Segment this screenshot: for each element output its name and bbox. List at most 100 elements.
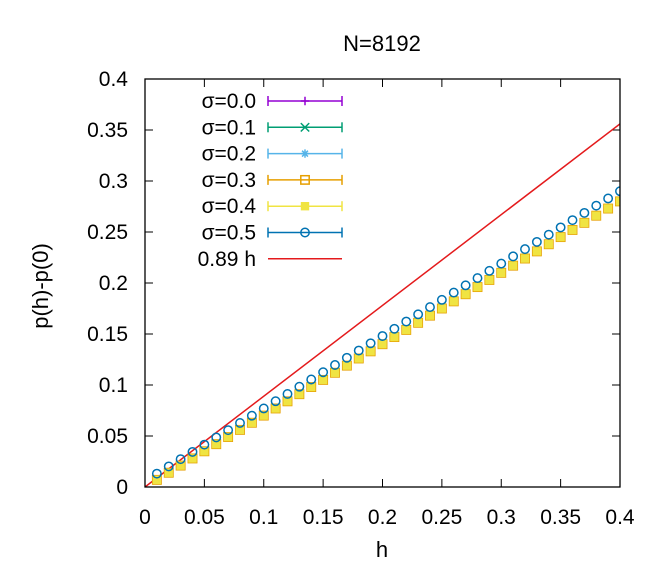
data-point — [413, 318, 423, 327]
legend-label: σ=0.2 — [202, 143, 256, 166]
y-tick-label: 0.3 — [99, 170, 128, 193]
data-point — [579, 207, 590, 218]
fit-line — [145, 123, 620, 487]
data-point — [555, 222, 566, 233]
data-point — [354, 354, 363, 363]
data-point — [389, 323, 400, 334]
legend: σ=0.0 σ=0.1 σ=0.2 σ=0.3 σ=0.4 σ=0.5 0.89 h — [198, 90, 343, 271]
data-point — [401, 316, 412, 327]
data-point — [580, 218, 589, 228]
legend-marker — [300, 149, 310, 158]
x-tick-label: 0.4 — [605, 506, 635, 529]
data-point — [259, 411, 268, 420]
data-point — [223, 425, 234, 436]
data-point — [497, 268, 506, 277]
y-tick-label: 0.15 — [87, 323, 128, 346]
data-point — [271, 404, 280, 413]
data-point — [520, 254, 530, 263]
data-point — [270, 396, 281, 407]
data-point — [330, 368, 340, 377]
data-point — [508, 261, 518, 270]
x-axis-label: h — [376, 537, 388, 562]
data-point — [151, 468, 162, 479]
data-point — [556, 232, 565, 242]
data-point — [258, 403, 269, 414]
data-point — [603, 193, 614, 204]
series-4 — [152, 197, 620, 485]
data-point — [223, 432, 233, 442]
data-point — [235, 417, 245, 428]
fit-line-group — [145, 123, 620, 487]
data-point — [568, 225, 577, 235]
data-point — [366, 347, 375, 356]
legend-label: σ=0.0 — [202, 90, 256, 113]
x-tick-label: 0.15 — [303, 506, 344, 529]
data-point — [472, 273, 483, 284]
data-point — [390, 332, 399, 342]
legend-marker — [300, 202, 310, 211]
y-tick-label: 0.4 — [99, 68, 129, 91]
data-point — [592, 211, 601, 220]
data-point — [211, 432, 222, 443]
data-point — [377, 331, 388, 341]
x-tick-label: 0 — [139, 506, 151, 529]
y-tick-label: 0.35 — [87, 119, 128, 142]
x-tick-label: 0.3 — [487, 506, 516, 529]
data-point — [247, 418, 257, 427]
data-point — [212, 439, 221, 449]
data-point — [188, 454, 197, 463]
data-point — [591, 200, 602, 211]
data-point — [176, 461, 185, 470]
data-point — [246, 410, 257, 421]
y-axis-label: p(h)-p(0) — [28, 243, 53, 329]
data-point — [235, 425, 245, 435]
data-point — [543, 229, 554, 240]
data-point — [282, 389, 293, 399]
data-point — [413, 309, 424, 320]
data-point — [544, 240, 553, 249]
data-point — [508, 251, 519, 262]
data-point — [449, 297, 458, 306]
data-point — [365, 338, 376, 349]
y-tick-label: 0.1 — [99, 374, 128, 397]
data-point — [485, 275, 494, 285]
legend-marker — [300, 122, 310, 133]
data-point — [448, 287, 459, 298]
data-point — [295, 389, 304, 399]
x-tick-label: 0.2 — [368, 506, 397, 529]
data-point — [330, 360, 340, 370]
y-tick-label: 0.05 — [87, 425, 128, 448]
chart-title: N=8192 — [343, 31, 421, 56]
y-tick-label: 0.2 — [99, 272, 128, 295]
data-point — [200, 447, 209, 456]
data-point — [473, 282, 482, 292]
data-point — [437, 304, 447, 313]
data-point — [425, 311, 435, 320]
data-point — [615, 197, 620, 206]
data-point — [342, 361, 352, 370]
legend-marker — [300, 174, 310, 185]
data-point — [283, 397, 292, 406]
data-point — [199, 439, 210, 450]
data-point — [484, 265, 495, 276]
series-5 — [151, 186, 620, 479]
data-point — [460, 280, 471, 291]
data-point — [378, 340, 387, 349]
legend-label: σ=0.5 — [202, 222, 256, 245]
data-point — [532, 247, 542, 256]
x-tick-label: 0.35 — [540, 506, 581, 529]
data-point — [318, 367, 329, 378]
data-point — [436, 294, 447, 305]
x-tick-label: 0.05 — [184, 506, 225, 529]
x-tick-label: 0.25 — [421, 506, 462, 529]
plot-area: 0 0.05 0.1 0.15 0.2 0.25 0.3 0.35 0.4 0 0.05 0.1 0.1… — [87, 68, 635, 529]
legend-marker — [300, 227, 310, 238]
data-point — [402, 325, 411, 335]
data-point — [520, 244, 530, 255]
data-point — [567, 215, 578, 226]
data-point — [603, 204, 613, 213]
data-point — [318, 375, 328, 385]
data-point — [152, 475, 162, 485]
data-point — [294, 381, 305, 392]
